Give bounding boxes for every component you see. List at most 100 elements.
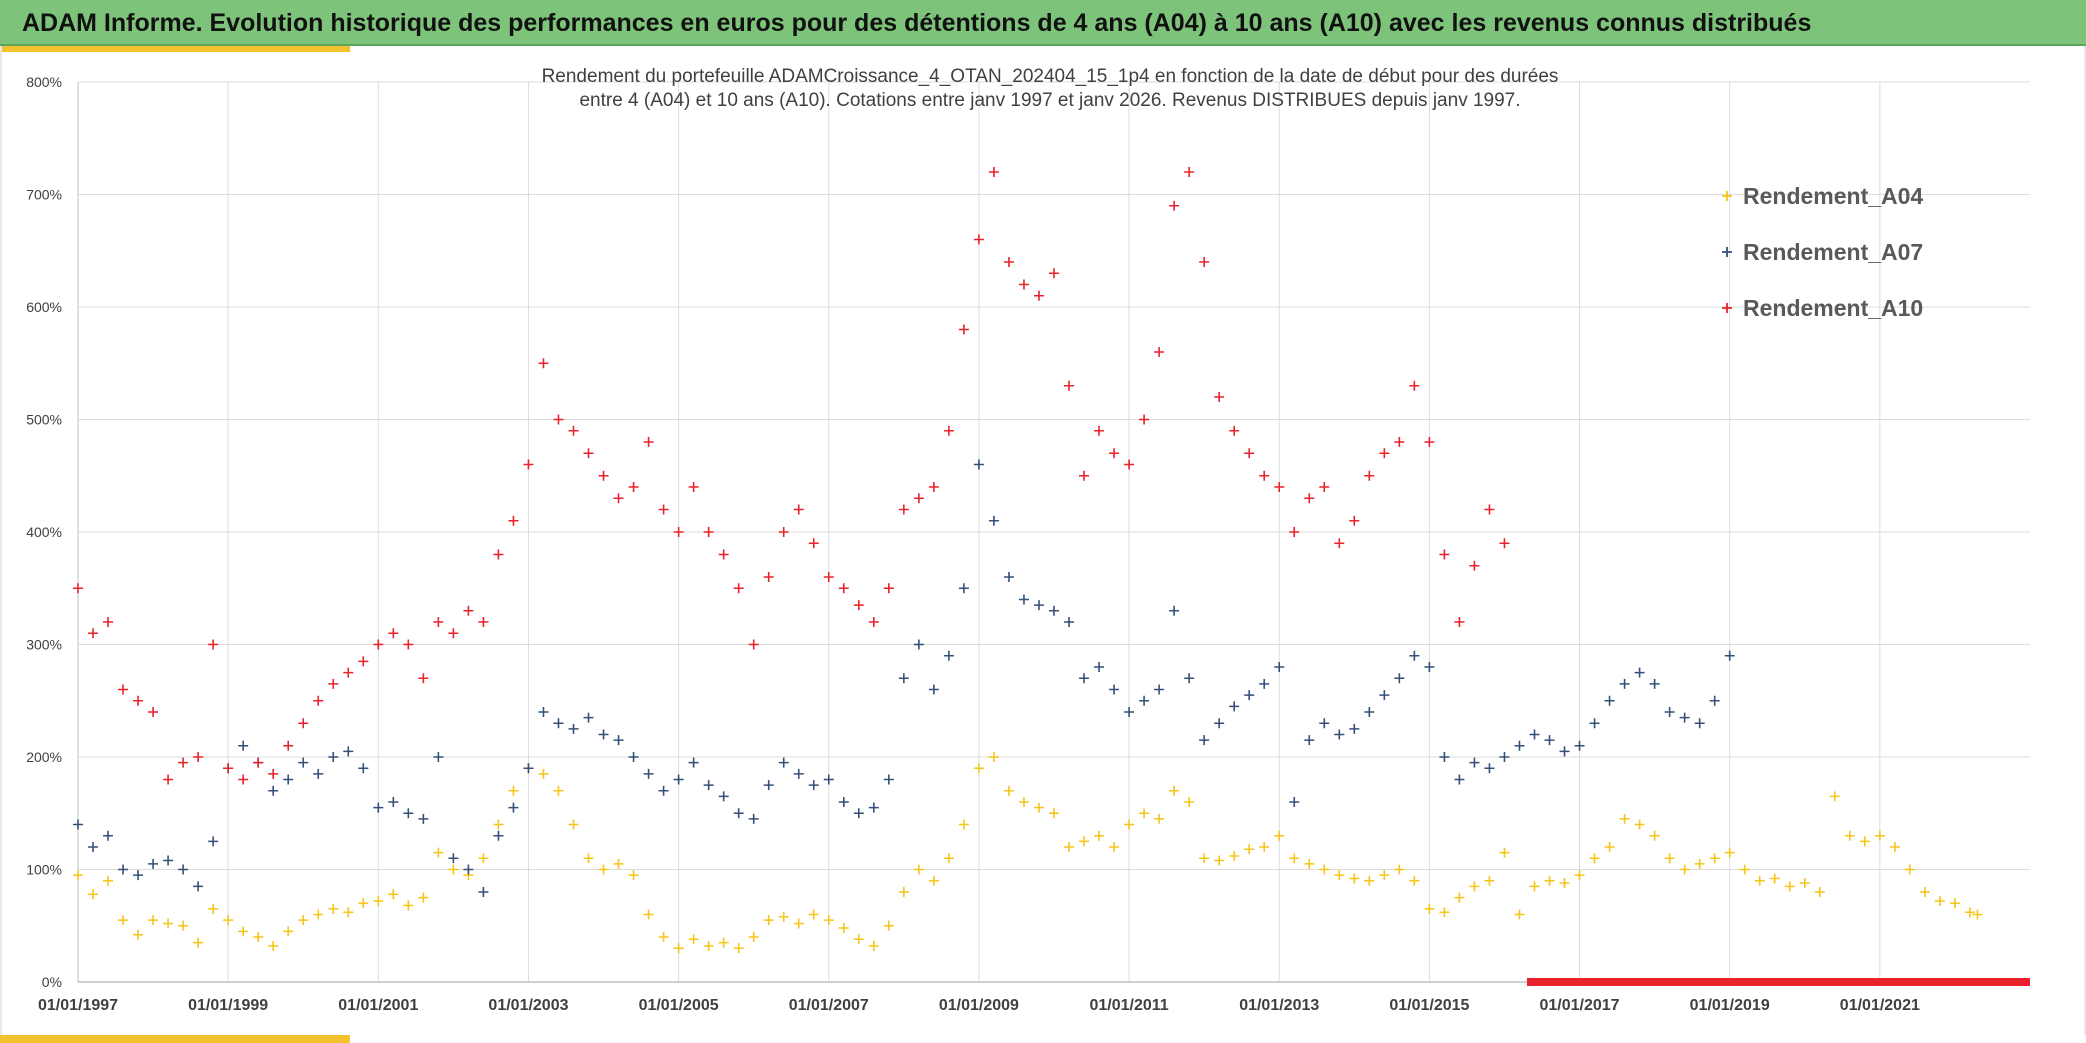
y-tick-label: 400%	[26, 524, 62, 540]
data-point	[778, 757, 789, 768]
data-point	[1604, 842, 1615, 852]
data-point	[1424, 903, 1435, 914]
data-point	[208, 836, 219, 847]
x-tick-label: 01/01/2019	[1690, 997, 1770, 1014]
data-point	[1079, 836, 1090, 847]
data-point	[1094, 662, 1105, 672]
y-tick-label: 600%	[26, 299, 62, 315]
data-point	[793, 918, 804, 929]
data-point	[103, 875, 114, 886]
data-point	[613, 858, 624, 869]
data-point	[133, 695, 144, 706]
data-point	[163, 855, 174, 866]
x-tick-label: 01/01/2011	[1089, 997, 1168, 1014]
data-point	[463, 605, 474, 616]
data-point	[103, 830, 114, 841]
data-point	[928, 684, 939, 695]
data-point	[1304, 735, 1315, 746]
data-point	[1259, 842, 1270, 852]
data-point	[1664, 853, 1675, 864]
data-point	[1679, 712, 1690, 723]
legend-marker	[1722, 247, 1732, 257]
data-point	[313, 768, 324, 779]
data-point	[283, 774, 294, 785]
data-point	[823, 774, 834, 785]
data-point	[1529, 881, 1540, 892]
data-point	[223, 763, 234, 774]
data-point	[1469, 560, 1480, 571]
y-tick-label: 100%	[26, 862, 62, 878]
y-tick-label: 500%	[26, 412, 62, 428]
data-point	[1109, 842, 1120, 852]
data-point	[1199, 735, 1210, 746]
data-point	[703, 527, 714, 537]
data-point	[1484, 763, 1495, 774]
data-point	[838, 923, 849, 933]
legend: Rendement_A04 Rendement_A07 Rendement_A10	[1722, 183, 1923, 321]
data-point	[628, 870, 639, 881]
data-point	[1033, 802, 1044, 813]
data-point	[403, 639, 414, 650]
data-point	[1409, 650, 1420, 661]
data-point	[253, 757, 264, 768]
data-point	[598, 864, 609, 875]
data-point	[1319, 482, 1330, 492]
data-point	[1214, 392, 1225, 402]
data-point	[718, 791, 729, 802]
data-point	[1259, 470, 1270, 481]
data-point	[133, 870, 144, 881]
data-point	[388, 889, 399, 900]
chart-frame	[0, 46, 2086, 1035]
data-point	[793, 504, 804, 515]
data-point	[1064, 617, 1075, 627]
data-point	[868, 941, 879, 951]
data-point	[1754, 875, 1765, 886]
data-point	[823, 915, 834, 926]
data-point	[943, 425, 954, 436]
data-point	[778, 911, 789, 922]
data-point	[1319, 864, 1330, 875]
data-point	[568, 425, 579, 436]
x-tick-label: 01/01/2009	[939, 997, 1019, 1014]
y-tick-label: 700%	[26, 187, 62, 203]
data-point	[1259, 678, 1270, 689]
data-point	[733, 943, 744, 954]
data-point	[313, 909, 324, 920]
data-point	[1049, 268, 1059, 279]
data-point	[343, 907, 354, 918]
data-point	[178, 920, 189, 931]
data-point	[163, 918, 174, 929]
data-point	[448, 853, 459, 864]
data-point	[1589, 718, 1600, 729]
chart-title-line-1: Rendement du portefeuille ADAMCroissance…	[542, 66, 1559, 87]
data-point	[148, 915, 159, 926]
data-point	[343, 746, 354, 757]
data-point	[1274, 662, 1285, 672]
data-point	[118, 684, 129, 695]
data-point	[118, 864, 129, 875]
data-point	[373, 639, 384, 650]
data-point	[148, 707, 159, 717]
data-point	[943, 650, 954, 661]
data-point	[1529, 729, 1540, 740]
legend-marker	[1722, 191, 1732, 201]
data-point	[538, 358, 549, 369]
data-point	[1304, 493, 1315, 504]
data-point	[553, 785, 564, 796]
data-point	[898, 887, 909, 897]
data-point	[1079, 673, 1090, 684]
x-tick-label: 01/01/2015	[1389, 997, 1469, 1014]
data-point	[688, 482, 699, 492]
data-point	[313, 695, 324, 706]
data-point	[1139, 808, 1150, 819]
data-point	[1544, 735, 1555, 746]
data-point	[1649, 678, 1660, 689]
data-point	[1484, 875, 1495, 886]
data-point	[1003, 257, 1014, 267]
data-point	[1379, 870, 1390, 881]
data-point	[88, 628, 99, 639]
series-layer	[73, 167, 1983, 954]
x-tick-label: 01/01/2017	[1539, 997, 1619, 1014]
data-point	[253, 932, 264, 942]
